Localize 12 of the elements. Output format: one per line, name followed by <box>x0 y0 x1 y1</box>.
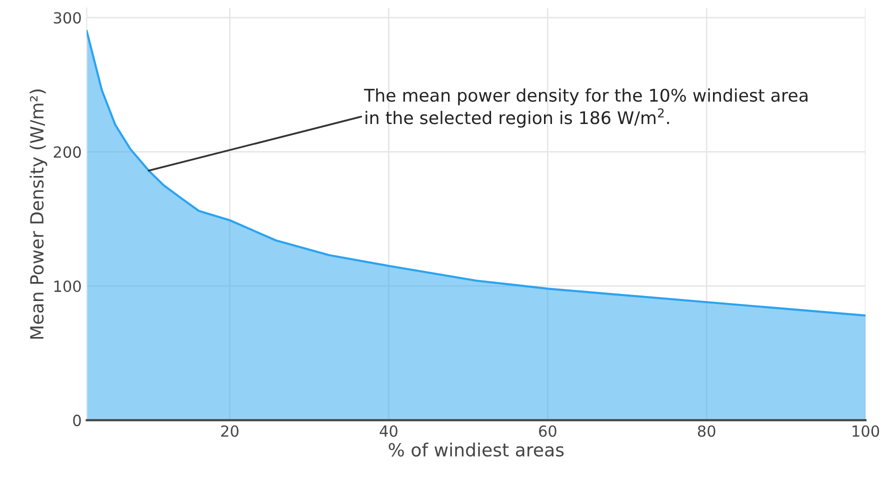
annotation: The mean power density for the 10% windiest area in the selected region is 186 W/m$^{2}$. <box>364 88 808 128</box>
x-tick-label: 40 <box>380 425 398 437</box>
x-tick-label: 100 <box>852 425 880 437</box>
x-axis-title: % of windiest areas <box>388 442 564 457</box>
y-axis-title: Mean Power Density (W/m²) <box>30 90 48 339</box>
y-tick-label: 200 <box>54 146 81 158</box>
y-tick-label: 0 <box>73 414 81 426</box>
y-tick-label: 300 <box>54 12 81 24</box>
x-tick-label: 80 <box>698 425 716 437</box>
x-tick-label: 60 <box>539 425 556 437</box>
x-tick-label: 20 <box>221 425 238 437</box>
y-tick-label: 100 <box>54 280 81 292</box>
